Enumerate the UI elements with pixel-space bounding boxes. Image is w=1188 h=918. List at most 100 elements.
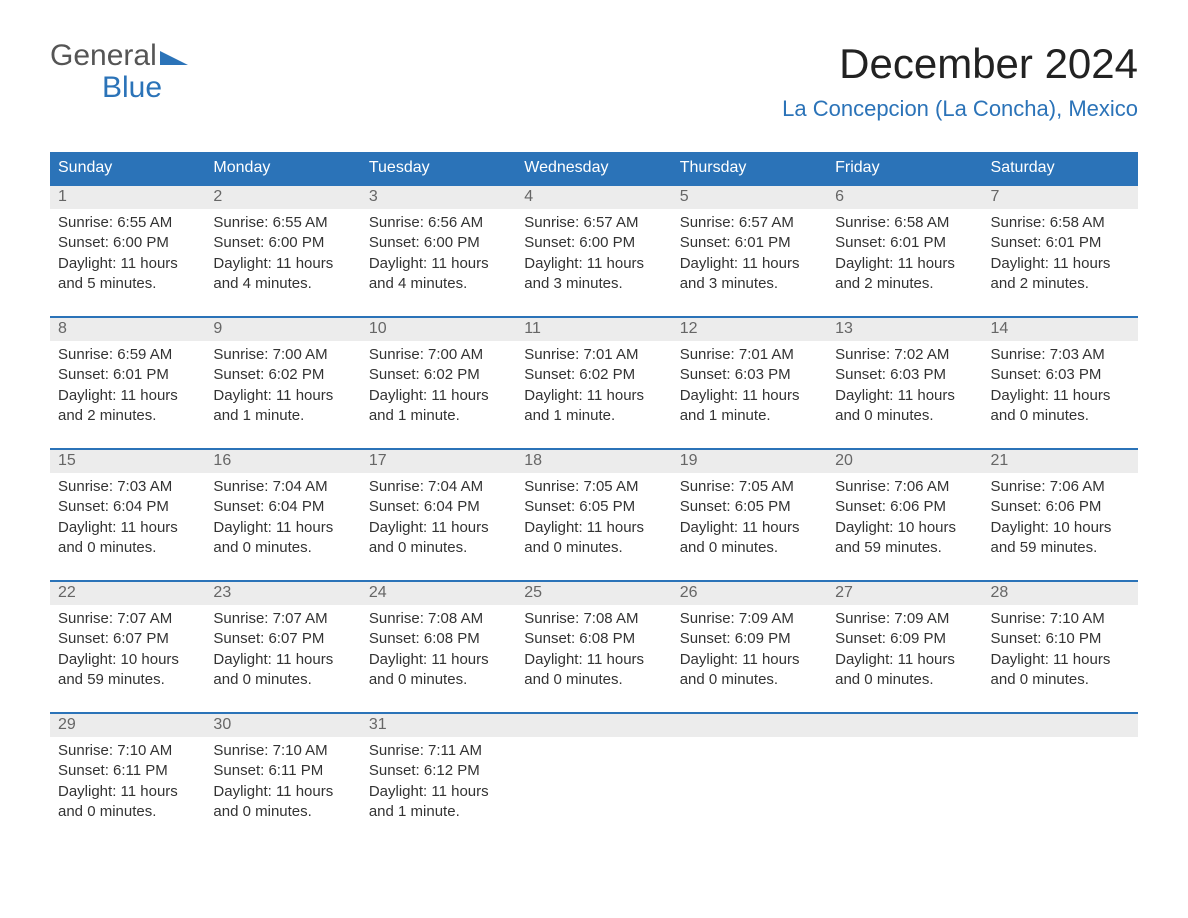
day-cell: Sunrise: 7:11 AMSunset: 6:12 PMDaylight:…: [361, 737, 516, 822]
sunrise-text: Sunrise: 7:10 AM: [58, 741, 197, 761]
sunset-text: Sunset: 6:04 PM: [213, 497, 352, 517]
daylight-text-1: Daylight: 11 hours: [369, 254, 508, 274]
day-cell: [516, 737, 671, 822]
daylight-text-1: Daylight: 11 hours: [369, 782, 508, 802]
daylight-text-1: Daylight: 11 hours: [835, 386, 974, 406]
sunrise-text: Sunrise: 6:55 AM: [213, 213, 352, 233]
daylight-text-1: Daylight: 11 hours: [213, 518, 352, 538]
sunset-text: Sunset: 6:03 PM: [680, 365, 819, 385]
month-title: December 2024: [782, 40, 1138, 88]
calendar: Sunday Monday Tuesday Wednesday Thursday…: [50, 152, 1138, 822]
sunrise-text: Sunrise: 7:03 AM: [991, 345, 1130, 365]
day-number-row: 15161718192021: [50, 450, 1138, 473]
sunset-text: Sunset: 6:02 PM: [369, 365, 508, 385]
daylight-text-2: and 0 minutes.: [213, 670, 352, 690]
day-number: 21: [983, 450, 1138, 473]
day-cell: Sunrise: 7:00 AMSunset: 6:02 PMDaylight:…: [361, 341, 516, 426]
sunrise-text: Sunrise: 7:01 AM: [680, 345, 819, 365]
day-number: 14: [983, 318, 1138, 341]
daylight-text-2: and 0 minutes.: [58, 538, 197, 558]
daylight-text-1: Daylight: 11 hours: [680, 650, 819, 670]
daylight-text-1: Daylight: 11 hours: [835, 254, 974, 274]
day-cell: Sunrise: 7:07 AMSunset: 6:07 PMDaylight:…: [50, 605, 205, 690]
daylight-text-2: and 0 minutes.: [524, 538, 663, 558]
daylight-text-2: and 0 minutes.: [369, 538, 508, 558]
weekday-header: Sunday: [50, 152, 205, 184]
weekday-header: Monday: [205, 152, 360, 184]
daylight-text-2: and 1 minute.: [369, 406, 508, 426]
day-number: 18: [516, 450, 671, 473]
day-number: 24: [361, 582, 516, 605]
day-content-row: Sunrise: 7:07 AMSunset: 6:07 PMDaylight:…: [50, 605, 1138, 690]
sunrise-text: Sunrise: 7:07 AM: [213, 609, 352, 629]
daylight-text-1: Daylight: 11 hours: [369, 386, 508, 406]
daylight-text-1: Daylight: 11 hours: [991, 254, 1130, 274]
day-cell: Sunrise: 6:58 AMSunset: 6:01 PMDaylight:…: [827, 209, 982, 294]
sunset-text: Sunset: 6:12 PM: [369, 761, 508, 781]
weeks-container: 1234567Sunrise: 6:55 AMSunset: 6:00 PMDa…: [50, 184, 1138, 822]
day-cell: Sunrise: 6:56 AMSunset: 6:00 PMDaylight:…: [361, 209, 516, 294]
day-content-row: Sunrise: 7:10 AMSunset: 6:11 PMDaylight:…: [50, 737, 1138, 822]
daylight-text-2: and 0 minutes.: [58, 802, 197, 822]
sunrise-text: Sunrise: 6:57 AM: [524, 213, 663, 233]
daylight-text-2: and 3 minutes.: [524, 274, 663, 294]
location-label: La Concepcion (La Concha), Mexico: [782, 96, 1138, 122]
daylight-text-2: and 1 minute.: [213, 406, 352, 426]
daylight-text-1: Daylight: 11 hours: [524, 254, 663, 274]
day-cell: Sunrise: 7:08 AMSunset: 6:08 PMDaylight:…: [361, 605, 516, 690]
day-cell: Sunrise: 7:09 AMSunset: 6:09 PMDaylight:…: [827, 605, 982, 690]
week-row: 891011121314Sunrise: 6:59 AMSunset: 6:01…: [50, 316, 1138, 426]
day-number: 27: [827, 582, 982, 605]
sunrise-text: Sunrise: 7:00 AM: [369, 345, 508, 365]
day-cell: Sunrise: 7:04 AMSunset: 6:04 PMDaylight:…: [361, 473, 516, 558]
sunrise-text: Sunrise: 7:09 AM: [680, 609, 819, 629]
day-number: 10: [361, 318, 516, 341]
sunset-text: Sunset: 6:00 PM: [213, 233, 352, 253]
daylight-text-2: and 0 minutes.: [369, 670, 508, 690]
daylight-text-1: Daylight: 11 hours: [58, 254, 197, 274]
day-number: 2: [205, 186, 360, 209]
sunrise-text: Sunrise: 7:06 AM: [835, 477, 974, 497]
day-cell: Sunrise: 7:02 AMSunset: 6:03 PMDaylight:…: [827, 341, 982, 426]
daylight-text-1: Daylight: 11 hours: [213, 782, 352, 802]
sunset-text: Sunset: 6:01 PM: [680, 233, 819, 253]
day-cell: Sunrise: 6:57 AMSunset: 6:01 PMDaylight:…: [672, 209, 827, 294]
week-row: 1234567Sunrise: 6:55 AMSunset: 6:00 PMDa…: [50, 184, 1138, 294]
week-row: 22232425262728Sunrise: 7:07 AMSunset: 6:…: [50, 580, 1138, 690]
day-cell: Sunrise: 7:01 AMSunset: 6:03 PMDaylight:…: [672, 341, 827, 426]
daylight-text-2: and 1 minute.: [524, 406, 663, 426]
logo-word-2: Blue: [50, 72, 188, 104]
sunrise-text: Sunrise: 6:56 AM: [369, 213, 508, 233]
day-cell: Sunrise: 7:10 AMSunset: 6:11 PMDaylight:…: [50, 737, 205, 822]
day-number: 12: [672, 318, 827, 341]
sunrise-text: Sunrise: 6:57 AM: [680, 213, 819, 233]
weekday-header: Wednesday: [516, 152, 671, 184]
daylight-text-1: Daylight: 11 hours: [369, 650, 508, 670]
flag-icon: [160, 40, 188, 58]
sunrise-text: Sunrise: 6:58 AM: [991, 213, 1130, 233]
day-cell: Sunrise: 7:05 AMSunset: 6:05 PMDaylight:…: [672, 473, 827, 558]
daylight-text-2: and 2 minutes.: [991, 274, 1130, 294]
sunrise-text: Sunrise: 6:59 AM: [58, 345, 197, 365]
day-content-row: Sunrise: 6:55 AMSunset: 6:00 PMDaylight:…: [50, 209, 1138, 294]
day-number: 15: [50, 450, 205, 473]
daylight-text-1: Daylight: 10 hours: [58, 650, 197, 670]
day-cell: Sunrise: 6:55 AMSunset: 6:00 PMDaylight:…: [205, 209, 360, 294]
daylight-text-1: Daylight: 10 hours: [835, 518, 974, 538]
sunrise-text: Sunrise: 7:09 AM: [835, 609, 974, 629]
sunrise-text: Sunrise: 7:00 AM: [213, 345, 352, 365]
daylight-text-2: and 0 minutes.: [991, 670, 1130, 690]
day-number: [827, 714, 982, 737]
day-number: 4: [516, 186, 671, 209]
daylight-text-1: Daylight: 11 hours: [213, 254, 352, 274]
sunrise-text: Sunrise: 7:04 AM: [213, 477, 352, 497]
day-cell: Sunrise: 7:08 AMSunset: 6:08 PMDaylight:…: [516, 605, 671, 690]
day-cell: Sunrise: 7:04 AMSunset: 6:04 PMDaylight:…: [205, 473, 360, 558]
day-number: 5: [672, 186, 827, 209]
daylight-text-2: and 2 minutes.: [835, 274, 974, 294]
sunrise-text: Sunrise: 7:01 AM: [524, 345, 663, 365]
title-block: December 2024 La Concepcion (La Concha),…: [782, 40, 1138, 122]
day-cell: [672, 737, 827, 822]
sunset-text: Sunset: 6:07 PM: [213, 629, 352, 649]
sunset-text: Sunset: 6:07 PM: [58, 629, 197, 649]
